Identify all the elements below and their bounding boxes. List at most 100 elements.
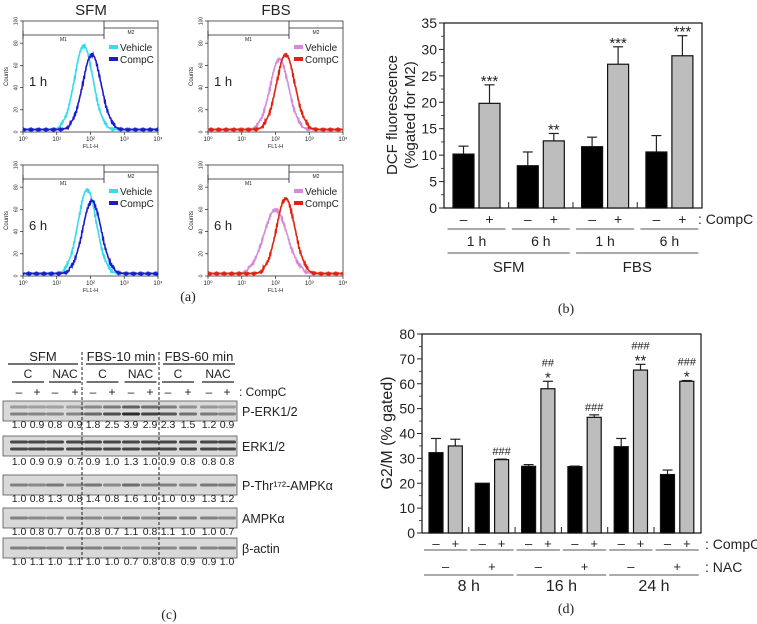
densitometry-value: 1.0 — [202, 526, 217, 538]
compc-sign: + — [683, 536, 691, 551]
y-tick-label: 30 — [399, 450, 415, 466]
significance-stars: ** — [548, 121, 560, 138]
protein-band — [122, 447, 140, 451]
compc-sign: + — [108, 385, 115, 399]
compc-sign: – — [16, 385, 23, 399]
densitometry-value: 1.3 — [202, 493, 217, 505]
time-label: 8 h — [458, 578, 480, 595]
plot-frame — [421, 333, 702, 534]
protein-band — [10, 405, 28, 409]
panel-label-b: (b) — [558, 302, 575, 317]
y-tick-label: 20 — [13, 251, 19, 257]
compc-row-label: : CompC — [705, 536, 757, 552]
treatment-label: C — [98, 367, 107, 381]
protein-band — [10, 546, 28, 550]
legend-label: CompC — [120, 199, 154, 210]
bar-compc-plus — [679, 380, 695, 534]
densitometry-value: 0.7 — [124, 556, 139, 568]
treatment-label: C — [24, 367, 33, 381]
x-tick-label: 10⁰ — [203, 280, 213, 287]
compc-sign: – — [588, 211, 596, 227]
protein-band — [200, 516, 218, 520]
significance-hashes: ### — [678, 357, 697, 369]
x-tick-label: 10⁴ — [338, 280, 348, 287]
legend-swatch — [294, 201, 303, 205]
densitometry-value: 1.0 — [12, 456, 27, 468]
densitometry-value: 0.8 — [86, 526, 101, 538]
protein-band — [46, 440, 64, 444]
y-axis-label: Counts — [189, 211, 195, 230]
gate-m1-label: M1 — [245, 37, 252, 43]
protein-band — [159, 546, 177, 550]
protein-band — [66, 483, 84, 487]
y-tick-label: 0 — [407, 525, 415, 541]
y-tick-label: 40 — [13, 85, 19, 91]
densitometry-value: 0.8 — [48, 419, 63, 431]
compc-sign: + — [33, 385, 40, 399]
compc-sign: + — [498, 536, 506, 551]
protein-band — [179, 412, 197, 416]
nac-sign: + — [673, 559, 681, 574]
protein-band — [10, 447, 28, 451]
y-tick-label: 100 — [13, 17, 19, 26]
densitometry-value: 1.1 — [124, 526, 139, 538]
time-label: 1 h — [467, 233, 486, 249]
bar-compc-minus — [520, 465, 537, 534]
protein-band — [179, 516, 197, 520]
densitometry-value: 1.5 — [181, 419, 196, 431]
y-axis-label: Counts — [189, 67, 195, 86]
histogram-title: FBS — [261, 2, 290, 19]
y-axis-label: G2/M (% gated) — [379, 377, 396, 490]
condition-group-label: FBS-10 min — [87, 349, 156, 364]
protein-band — [28, 483, 46, 487]
compc-sign: – — [479, 536, 487, 551]
protein-label: P-Thr¹⁷²-AMPKα — [242, 479, 333, 493]
time-label: 6 h — [214, 218, 232, 233]
time-label: 24 h — [638, 578, 669, 595]
densitometry-value: 0.9 — [161, 456, 176, 468]
histogram-title: SFM — [75, 2, 107, 19]
protein-band — [10, 440, 28, 444]
x-tick-label: 10¹ — [52, 281, 61, 287]
protein-band — [200, 447, 218, 451]
blot-strip — [2, 537, 238, 559]
protein-band — [10, 412, 28, 416]
compc-row-label: : CompC — [239, 385, 287, 399]
protein-band — [84, 405, 102, 409]
densitometry-value: 0.9 — [86, 456, 101, 468]
y-tick-label: 80 — [198, 184, 204, 190]
protein-band — [84, 546, 102, 550]
densitometry-value: 0.9 — [220, 419, 235, 431]
protein-band — [66, 412, 84, 416]
legend-swatch — [109, 189, 118, 193]
x-axis-label: FL1-H — [83, 144, 98, 150]
protein-band — [159, 447, 177, 451]
densitometry-value: 1.2 — [202, 419, 217, 431]
bar-compc-plus — [542, 140, 565, 209]
protein-band — [218, 405, 236, 409]
protein-band — [66, 440, 84, 444]
protein-label: β-actin — [242, 542, 280, 556]
time-label: 1 h — [214, 74, 232, 89]
bar-compc-minus — [474, 482, 490, 534]
densitometry-value: 1.3 — [124, 456, 139, 468]
protein-label: ERK1/2 — [242, 440, 285, 454]
blot-strip — [2, 435, 238, 457]
protein-band — [141, 447, 159, 451]
densitometry-value: 1.0 — [105, 556, 120, 568]
protein-label: P-ERK1/2 — [242, 405, 298, 419]
y-tick-label: 80 — [399, 326, 415, 342]
condition-group-label: FBS-60 min — [165, 349, 234, 364]
x-tick-label: 10⁴ — [338, 136, 348, 143]
x-tick-label: 10⁰ — [203, 136, 213, 143]
densitometry-value: 0.8 — [30, 493, 45, 505]
y-tick-label: 35 — [421, 15, 437, 31]
protein-band — [122, 546, 140, 550]
densitometry-value: 0.9 — [30, 456, 45, 468]
bar-compc-minus — [567, 465, 583, 534]
x-tick-label: 10¹ — [237, 137, 246, 143]
densitometry-value: 0.8 — [143, 526, 158, 538]
gate-m1-label: M1 — [60, 37, 67, 43]
nac-row-label: : NAC — [705, 559, 742, 575]
densitometry-value: 1.8 — [86, 419, 101, 431]
